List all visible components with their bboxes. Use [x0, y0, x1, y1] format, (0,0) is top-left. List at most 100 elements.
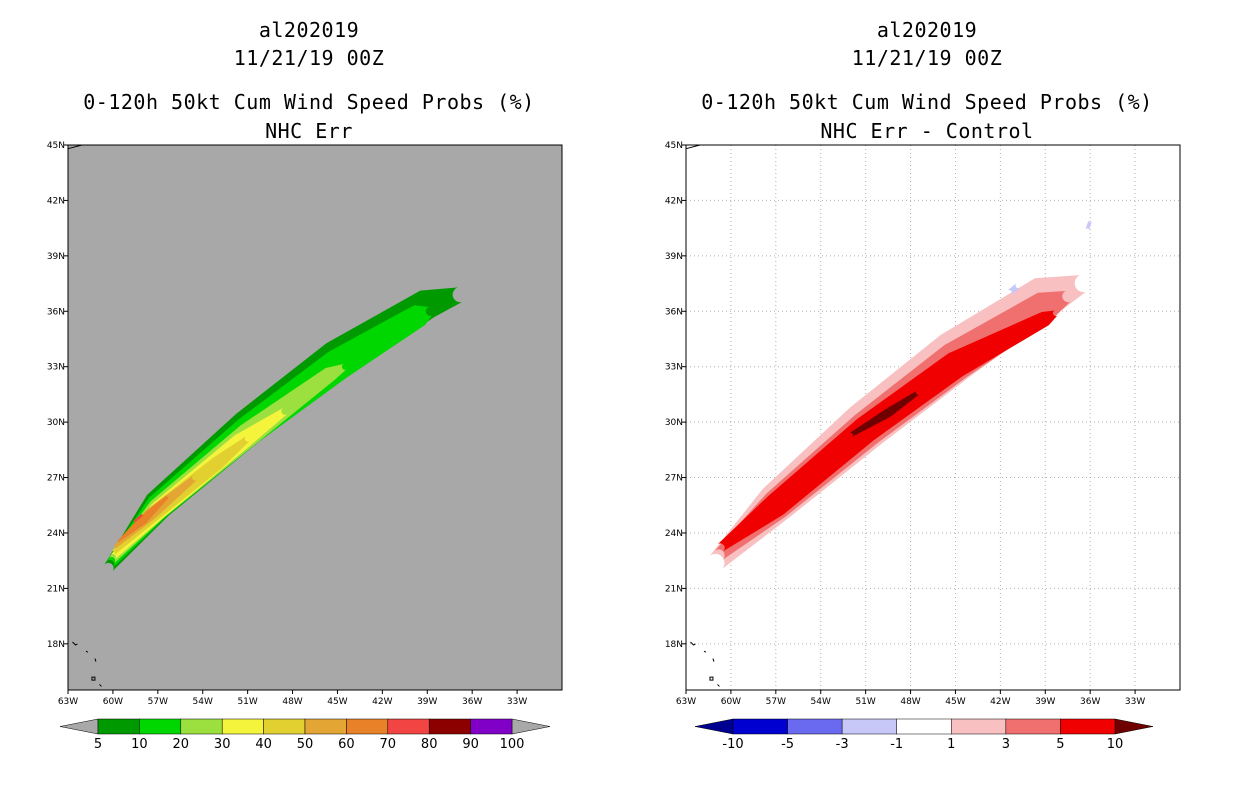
island-coastline	[72, 641, 102, 687]
colorbar-swatch	[896, 718, 952, 735]
chart-datetime: 11/21/19 00Z	[851, 46, 1003, 70]
y-tick-label: 42N	[665, 196, 683, 206]
colorbar-label: 10	[1107, 737, 1124, 752]
colorbar-label: 90	[462, 737, 479, 752]
colorbar-label: -10	[722, 737, 743, 752]
colorbar-label: 80	[421, 737, 438, 752]
colorbar-label: -1	[890, 737, 903, 752]
contour-band-70	[133, 513, 144, 523]
x-tick-label: 36W	[462, 697, 482, 707]
x-tick-label: 33W	[507, 697, 527, 707]
colorbar-label: 100	[500, 737, 525, 752]
y-tick-label: 27N	[47, 474, 65, 484]
colorbar-end-left	[59, 718, 99, 735]
y-tick-label: 36N	[47, 307, 65, 317]
chart-title: 0-120h 50kt Cum Wind Speed Probs (%)	[83, 90, 535, 114]
x-tick-label: 63W	[58, 697, 78, 707]
y-tick-label: 36N	[665, 307, 683, 317]
chart-datetime: 11/21/19 00Z	[233, 46, 385, 70]
panel-right: al202019 11/21/19 00Z 0-120h 50kt Cum Wi…	[618, 0, 1236, 800]
colorbar-label: 3	[1002, 737, 1010, 752]
colorbar-end-right	[511, 718, 551, 735]
storm-id: al202019	[258, 18, 360, 42]
colorbar-swatch	[221, 718, 264, 735]
colorbar-swatch	[428, 718, 471, 735]
y-tick-label: 33N	[665, 363, 683, 373]
x-tick-label: 54W	[811, 697, 831, 707]
colorbar-swatch	[304, 718, 347, 735]
colorbar-end-left	[694, 718, 734, 735]
x-tick-label: 42W	[990, 697, 1010, 707]
contour-band-5	[717, 310, 1058, 552]
contour-band-neg3	[1085, 220, 1092, 231]
y-tick-label: 39N	[665, 252, 683, 262]
contour-band-neg3	[1007, 283, 1021, 296]
x-tick-label: 48W	[900, 697, 920, 707]
y-tick-label: 30N	[47, 418, 65, 428]
x-tick-label: 54W	[193, 697, 213, 707]
x-tick-label: 48W	[282, 697, 302, 707]
x-tick-label: 51W	[855, 697, 875, 707]
coastline-segment	[67, 144, 83, 150]
colorbar-label: 60	[338, 737, 355, 752]
colorbar-swatch	[787, 718, 843, 735]
y-tick-label: 21N	[665, 584, 683, 594]
coastline-segment	[685, 144, 701, 150]
y-tick-label: 45N	[47, 141, 65, 151]
y-tick-label: 18N	[665, 640, 683, 650]
y-tick-label: 24N	[47, 529, 65, 539]
colorbar-swatch	[263, 718, 306, 735]
x-tick-label: 51W	[237, 697, 257, 707]
x-tick-label: 60W	[721, 697, 741, 707]
island-coastline	[690, 641, 720, 687]
colorbar-swatch	[97, 718, 140, 735]
colorbar-label: -3	[836, 737, 849, 752]
colorbar-swatch	[1060, 718, 1116, 735]
contour-band-10	[106, 305, 432, 568]
y-tick-label: 33N	[47, 363, 65, 373]
x-tick-label: 39W	[1035, 697, 1055, 707]
y-tick-label: 18N	[47, 640, 65, 650]
colorbar-swatch	[951, 718, 1007, 735]
chart-title: 0-120h 50kt Cum Wind Speed Probs (%)	[701, 90, 1153, 114]
colorbar-label: 70	[380, 737, 397, 752]
colorbar-swatch	[180, 718, 223, 735]
colorbar-swatch	[387, 718, 430, 735]
y-tick-label: 21N	[47, 584, 65, 594]
colorbar-label: 40	[255, 737, 272, 752]
colorbar-swatch	[139, 718, 182, 735]
probability-map: 63W 60W 57W 54W 51W 48W 45W 42W 39W 36W 33W 18N 21N 2…	[47, 141, 563, 752]
colorbar-label: 50	[297, 737, 314, 752]
colorbar-end-right	[1114, 718, 1154, 735]
x-tick-label: 45W	[327, 697, 347, 707]
x-tick-label: 42W	[372, 697, 392, 707]
chart-subtitle: NHC Err - Control	[820, 119, 1034, 143]
y-tick-label: 24N	[665, 529, 683, 539]
x-tick-label: 39W	[417, 697, 437, 707]
colorbar-label: 20	[173, 737, 190, 752]
colorbar-swatch	[470, 718, 513, 735]
y-tick-label: 39N	[47, 252, 65, 262]
y-tick-label: 45N	[665, 141, 683, 151]
y-tick-label: 30N	[665, 418, 683, 428]
colorbar-label: 1	[947, 737, 955, 752]
map-background	[68, 145, 562, 690]
chart-subtitle: NHC Err	[265, 119, 353, 143]
colorbar-swatch	[732, 718, 788, 735]
x-tick-label: 63W	[676, 697, 696, 707]
x-tick-label: 60W	[103, 697, 123, 707]
contour-band-60	[116, 494, 170, 543]
difference-map: 63W 60W 57W 54W 51W 48W 45W 42W 39W 36W 33W 18N 21N 2…	[665, 141, 1181, 752]
colorbar-swatch	[1005, 718, 1061, 735]
x-tick-label: 45W	[945, 697, 965, 707]
colorbar-swatch	[346, 718, 389, 735]
colorbar-label: 5	[1056, 737, 1064, 752]
x-tick-label: 33W	[1125, 697, 1145, 707]
map-frame	[685, 144, 1181, 691]
map-background	[686, 145, 1180, 690]
colorbar-label: 30	[214, 737, 231, 752]
colorbar-label: 5	[94, 737, 102, 752]
colorbar-label: -5	[781, 737, 794, 752]
panel-left: al202019 11/21/19 00Z 0-120h 50kt Cum Wi…	[47, 18, 563, 752]
storm-id: al202019	[876, 18, 978, 42]
